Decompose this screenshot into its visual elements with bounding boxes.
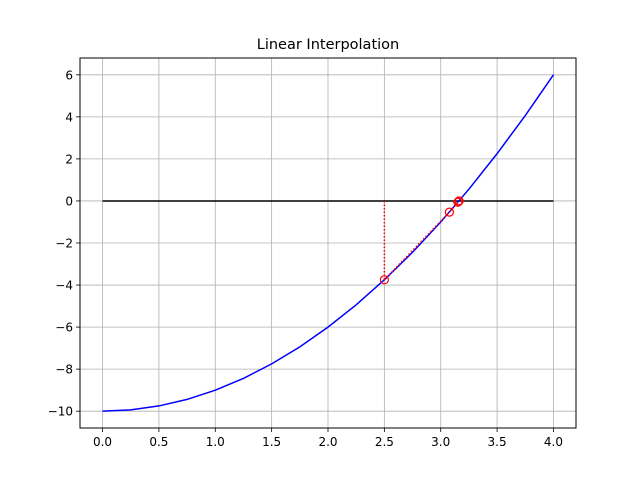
iteration-point bbox=[454, 196, 464, 206]
iteration-point bbox=[453, 197, 463, 207]
iteration-point bbox=[379, 275, 389, 285]
function-curve bbox=[102, 74, 555, 412]
y-tick-label: −10 bbox=[48, 405, 73, 419]
x-tick-label: 3.0 bbox=[431, 435, 450, 449]
x-tick-label: 2.5 bbox=[375, 435, 394, 449]
y-tick-label: −4 bbox=[55, 279, 73, 293]
tick-layer: 0.0 0.5 1.0 1.5 2.0 2.5 3.0 3.5 4.0 −10 −8 −6 −4 −2 0 2… bbox=[48, 68, 563, 449]
y-tick-label: 4 bbox=[65, 110, 73, 124]
y-tick-label: −8 bbox=[55, 363, 73, 377]
x-tick-label: 3.5 bbox=[488, 435, 507, 449]
iteration-path bbox=[383, 200, 460, 281]
y-tick-label: 0 bbox=[65, 194, 73, 208]
x-tick-label: 0.5 bbox=[149, 435, 168, 449]
x-tick-label: 4.0 bbox=[544, 435, 563, 449]
iteration-point bbox=[444, 207, 455, 217]
y-tick-label: −6 bbox=[55, 321, 73, 335]
x-tick-label: 0.0 bbox=[93, 435, 112, 449]
x-tick-label: 1.5 bbox=[262, 435, 281, 449]
grid-layer bbox=[80, 58, 576, 428]
x-tick-label: 1.0 bbox=[206, 435, 225, 449]
chart-title: Linear Interpolation bbox=[257, 37, 399, 53]
x-tick-label: 2.0 bbox=[318, 435, 337, 449]
data-layer bbox=[102, 74, 555, 412]
y-tick-label: −2 bbox=[55, 237, 73, 251]
y-tick-label: 2 bbox=[65, 152, 73, 166]
y-tick-label: 6 bbox=[65, 68, 73, 82]
